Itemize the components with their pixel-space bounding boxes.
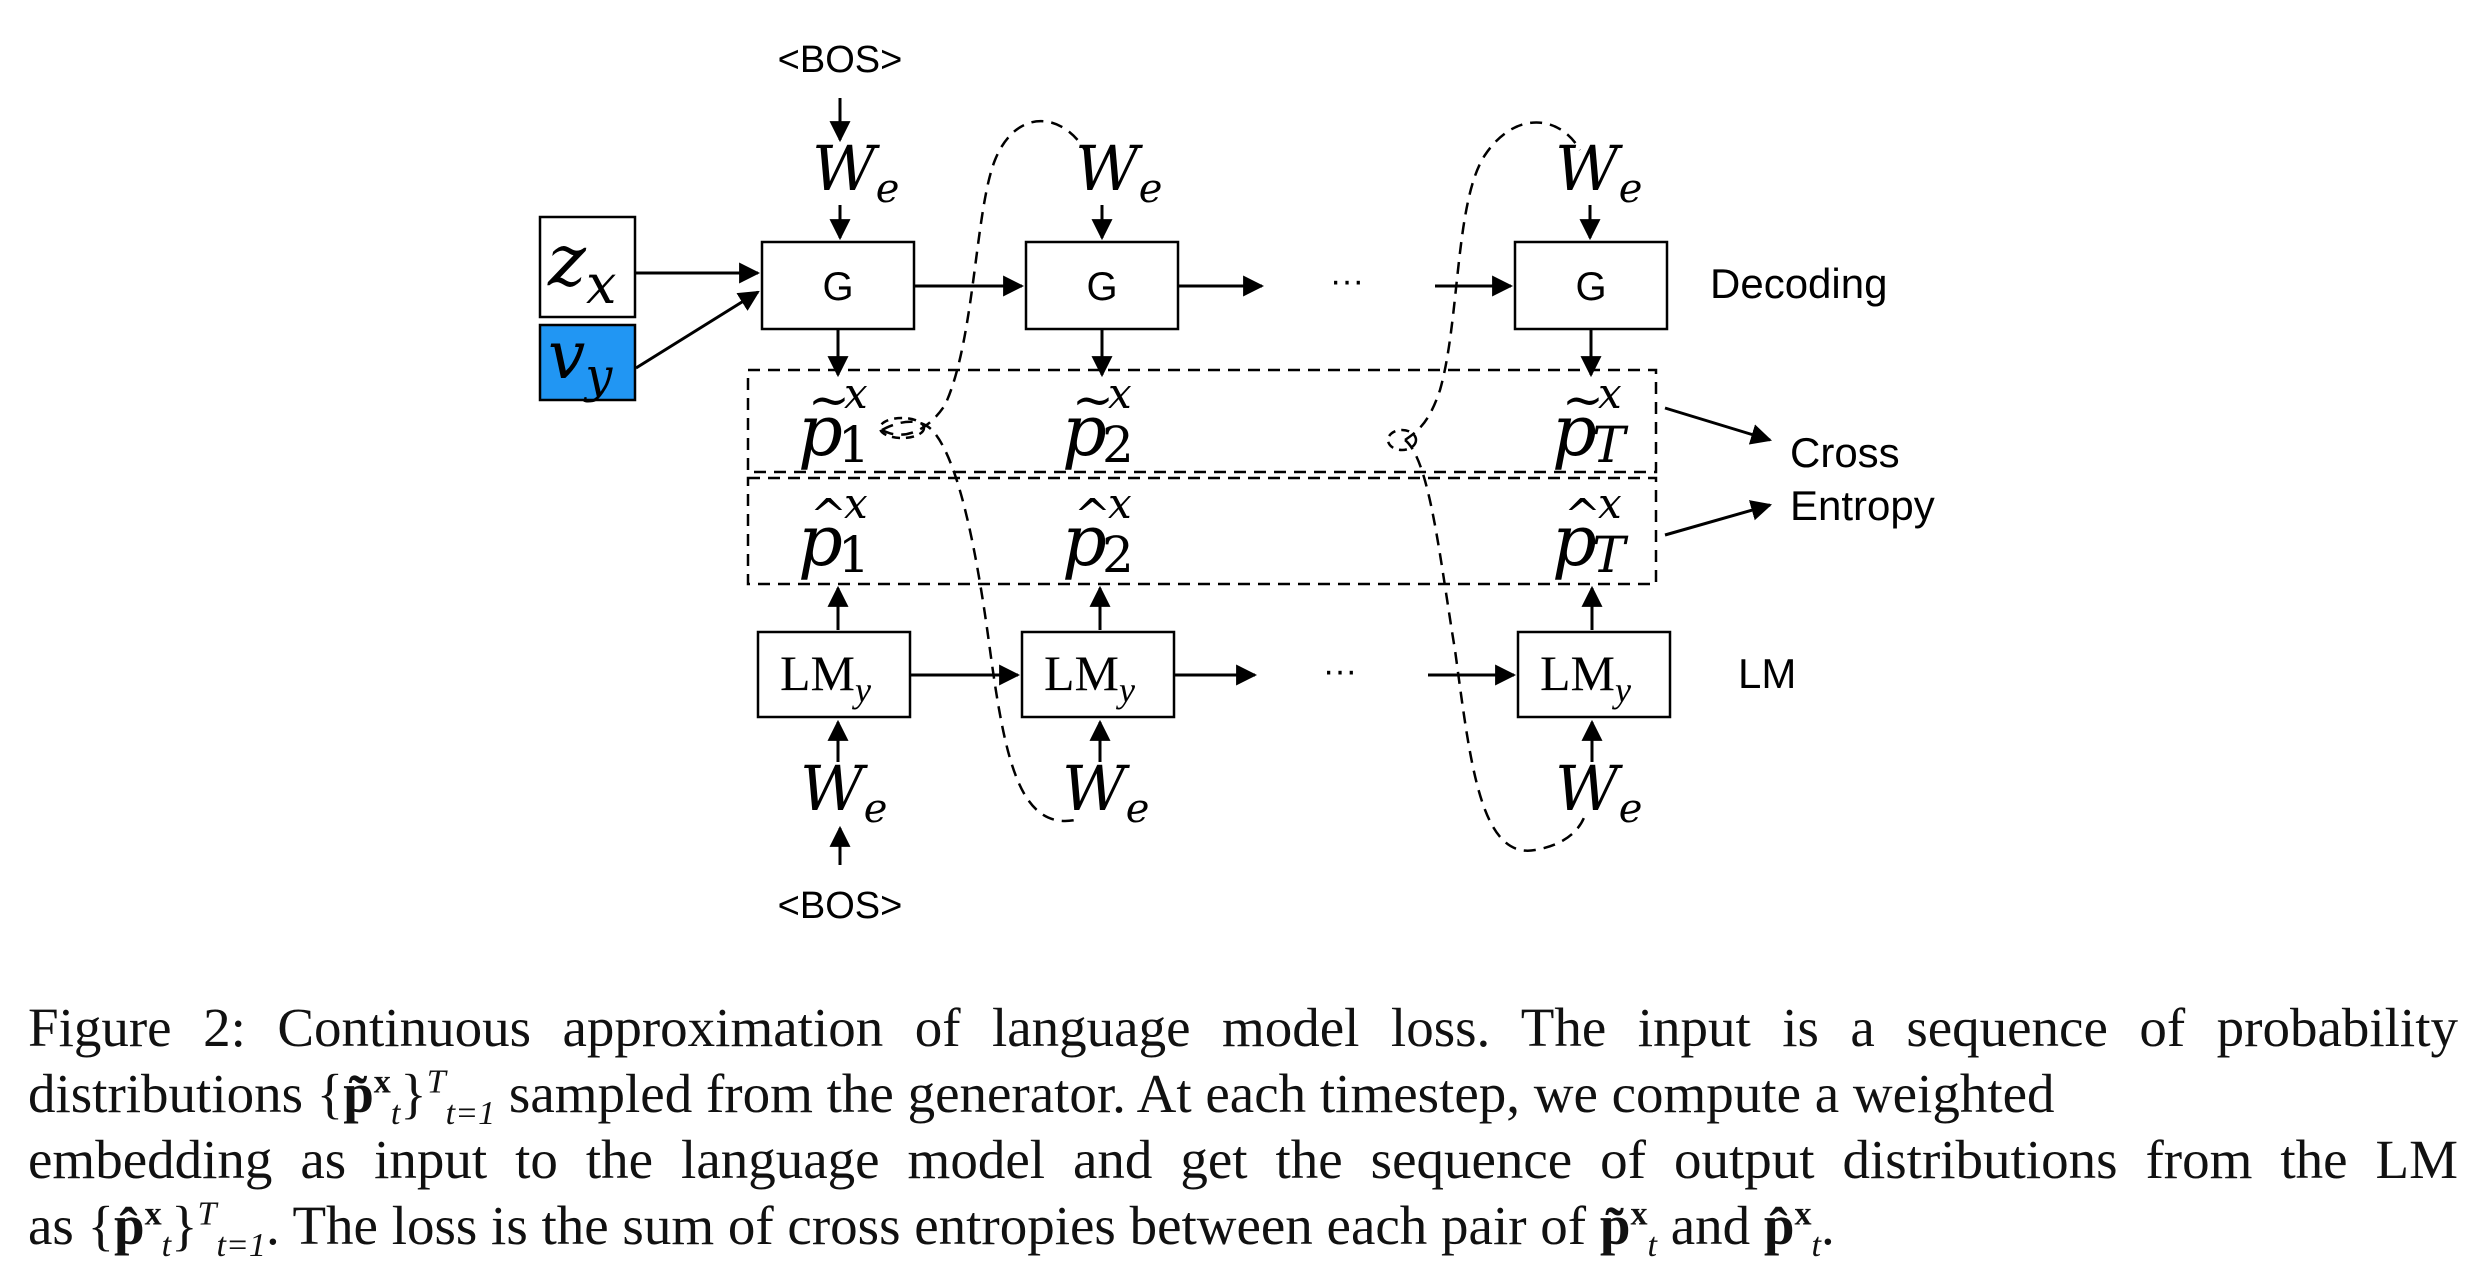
lm-box-2: [1020, 630, 1176, 719]
cross-entropy-label-1: Cross: [1790, 429, 1900, 476]
feed-curve-2-up: [1404, 121, 1582, 442]
svg-text:x: x: [1108, 369, 1132, 418]
svg-text:x: x: [1598, 479, 1622, 528]
p-tilde-1: p ~ x 1: [798, 369, 870, 474]
svg-text:T: T: [1592, 416, 1629, 474]
z-box: [538, 215, 637, 319]
svg-text:We: We: [812, 132, 899, 212]
svg-text:We: We: [1555, 132, 1642, 212]
lm-ellipsis: ···: [1323, 652, 1357, 690]
svg-text:p: p: [798, 500, 843, 582]
decoding-label: Decoding: [1710, 260, 1887, 307]
v-label: vy: [548, 317, 613, 404]
lm-side-label: LM: [1738, 650, 1796, 697]
svg-text:x: x: [1108, 479, 1132, 528]
svg-text:We: We: [1062, 752, 1149, 832]
generator-label-2: G: [1086, 265, 1117, 309]
embed-top-2: We: [1075, 132, 1162, 212]
svg-text:x: x: [1598, 369, 1622, 418]
svg-text:We: We: [800, 752, 887, 832]
svg-text:~: ~: [808, 371, 850, 429]
v-box: [538, 323, 637, 402]
svg-text:T: T: [1592, 526, 1629, 584]
embed-bottom-1: We: [800, 752, 887, 832]
lm-label-3: LMy: [1540, 645, 1631, 710]
caption-line-4: as {p̂xt}Tt=1. The loss is the sum of cr…: [28, 1195, 1835, 1264]
figure-caption: Figure 2: Continuous approximation of la…: [28, 995, 2458, 1264]
caption-line-2: distributions {p̃xt}Tt=1 sampled from th…: [28, 1063, 2055, 1132]
svg-text:~: ~: [1562, 371, 1604, 429]
svg-text:p: p: [798, 390, 843, 472]
feed-curve-2-down: [1404, 439, 1587, 852]
generator-label-1: G: [822, 265, 853, 309]
cross-entropy-label-2: Entropy: [1790, 482, 1935, 529]
svg-text:~: ~: [1072, 371, 1114, 429]
embed-bottom-2: We: [1062, 752, 1149, 832]
decoding-ellipsis: ···: [1330, 262, 1364, 300]
svg-text:p: p: [1552, 500, 1597, 582]
p-hat-1: p ^ x 1: [798, 479, 870, 584]
embed-bottom-3: We: [1555, 752, 1642, 832]
bos-top-label: <BOS>: [778, 39, 903, 81]
svg-text:^: ^: [810, 490, 847, 541]
svg-text:2: 2: [1102, 526, 1134, 584]
svg-text:We: We: [1555, 752, 1642, 832]
svg-text:p: p: [1062, 500, 1107, 582]
feed-curve-1-down: [881, 420, 1076, 823]
generator-box-3: [1513, 240, 1669, 331]
generator-box-1: [760, 240, 916, 331]
bos-bottom-label: <BOS>: [778, 885, 903, 927]
generator-label-3: G: [1575, 265, 1606, 309]
p-hat-T: p ^ x T: [1552, 479, 1629, 584]
svg-text:1: 1: [838, 526, 870, 584]
svg-text:p: p: [1062, 390, 1107, 472]
p-tilde-T: p ~ x T: [1552, 369, 1629, 474]
lm-label-2: LMy: [1044, 645, 1135, 710]
svg-text:x: x: [844, 479, 868, 528]
svg-text:x: x: [844, 369, 868, 418]
svg-text:2: 2: [1102, 416, 1134, 474]
embed-top-1: We: [812, 132, 899, 212]
svg-text:We: We: [1075, 132, 1162, 212]
lm-loss-diagram: <BOS> We We We zx vy G G G ··· Decoding …: [538, 39, 1935, 927]
svg-text:^: ^: [1564, 490, 1601, 541]
p-tilde-2: p ~ x 2: [1062, 369, 1134, 474]
lm-box-1: [756, 630, 912, 719]
caption-line-1: Figure 2: Continuous approximation of la…: [28, 997, 2458, 1058]
caption-line-3: embedding as input to the language model…: [28, 1129, 2458, 1190]
z-label: zx: [547, 218, 616, 316]
svg-text:^: ^: [1074, 490, 1111, 541]
feed-curve-1-up: [881, 119, 1087, 436]
embed-top-3: We: [1555, 132, 1642, 212]
p-hat-2: p ^ x 2: [1062, 479, 1134, 584]
lm-box-3: [1516, 630, 1672, 719]
lm-label-1: LMy: [780, 645, 871, 710]
svg-text:1: 1: [838, 416, 870, 474]
svg-text:p: p: [1552, 390, 1597, 472]
p-tilde-group: [746, 368, 1658, 474]
p-hat-group: [746, 476, 1658, 586]
